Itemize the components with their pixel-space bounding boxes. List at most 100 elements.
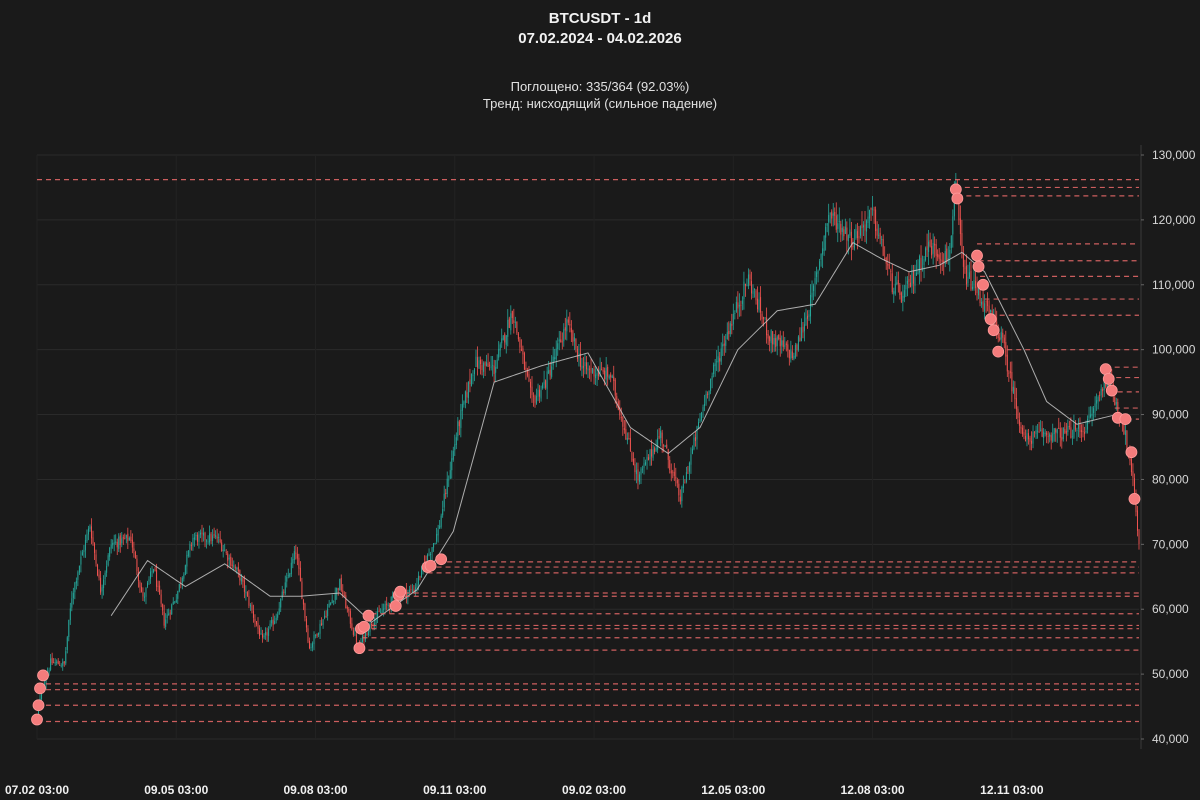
candle-body — [853, 240, 855, 249]
candle-body — [970, 271, 972, 290]
candle-body — [614, 379, 616, 396]
candle-body — [448, 479, 450, 481]
candle-body — [66, 637, 68, 650]
candle-body — [115, 541, 117, 543]
candle-body — [604, 370, 606, 380]
candle-body — [968, 272, 970, 278]
candle-body — [481, 365, 483, 371]
candle-body — [178, 583, 180, 592]
candle-body — [915, 272, 917, 276]
candle-body — [959, 218, 961, 235]
candle-body — [832, 213, 834, 216]
candle-body — [1009, 371, 1011, 373]
candle-body — [121, 538, 123, 544]
candle-body — [806, 315, 808, 319]
candle-body — [1017, 408, 1019, 419]
candle-body — [45, 678, 47, 685]
candle-body — [522, 348, 524, 355]
candle-body — [652, 449, 654, 458]
candle-body — [513, 320, 515, 323]
candle-body — [83, 550, 85, 553]
candle-body — [372, 624, 374, 625]
candle-body — [940, 259, 942, 261]
candle-body — [392, 595, 394, 598]
candle-body — [678, 483, 680, 496]
candle-body — [168, 613, 170, 616]
candle-body — [1014, 387, 1016, 400]
candle-body — [451, 458, 453, 471]
candle-body — [649, 449, 651, 460]
candle-body — [713, 364, 715, 374]
candle-body — [567, 319, 569, 323]
candle-body — [516, 321, 518, 333]
pivot-marker — [1119, 413, 1132, 425]
candle-body — [863, 225, 864, 228]
candle-body — [196, 534, 198, 542]
candle-body — [555, 348, 557, 360]
candle-body — [119, 535, 121, 545]
candle-body — [1079, 422, 1081, 433]
grid-lines — [36, 154, 1139, 740]
candle-body — [775, 338, 777, 347]
candle-body — [540, 390, 542, 399]
candle-body — [593, 369, 595, 377]
candle-body — [613, 376, 615, 381]
candle-body — [820, 253, 822, 260]
candle-body — [128, 538, 130, 540]
candle-body — [601, 369, 603, 371]
candle-body — [162, 603, 164, 611]
pivot-markers — [31, 183, 1141, 726]
candle-body — [125, 534, 127, 538]
candle-body — [419, 576, 421, 578]
candle-body — [572, 330, 574, 343]
candle-body — [770, 330, 772, 344]
candle-body — [136, 558, 138, 572]
candle-body — [629, 438, 631, 452]
candle-body — [793, 355, 795, 360]
candle-body — [679, 496, 681, 502]
candle-body — [142, 591, 144, 597]
candle-body — [127, 533, 129, 542]
candle-body — [133, 548, 135, 552]
candle-body — [130, 536, 132, 541]
candle-body — [1011, 371, 1013, 392]
pivot-marker — [34, 682, 46, 695]
candle-body — [628, 438, 630, 440]
candle-body — [623, 427, 625, 431]
candle-body — [549, 369, 551, 376]
candle-body — [233, 565, 235, 567]
moving-average — [110, 241, 1132, 623]
candle-body — [1024, 435, 1026, 442]
candle-body — [813, 285, 815, 292]
candle-body — [596, 372, 598, 376]
candle-body — [433, 542, 435, 548]
candle-body — [467, 381, 469, 398]
candle-body — [204, 532, 206, 541]
candle-body — [884, 258, 886, 260]
candle-body — [1056, 429, 1058, 434]
candle-body — [86, 534, 88, 542]
candle-body — [1003, 337, 1005, 344]
candle-body — [1133, 478, 1135, 495]
candle-body — [466, 392, 468, 398]
candle-body — [693, 437, 695, 450]
candle-body — [290, 562, 292, 575]
candle-body — [526, 369, 528, 376]
candle-body — [637, 469, 639, 481]
candle-body — [289, 573, 291, 577]
candle-body — [38, 708, 40, 719]
candle-body — [552, 356, 554, 366]
candle-body — [825, 226, 827, 238]
y-axis: 40,000 50,000 60,000 70,000 80,000 90,000 100,… — [1140, 145, 1196, 749]
candle-body — [888, 264, 890, 269]
candle-body — [193, 537, 195, 540]
level-lines — [37, 179, 1139, 723]
candle-body — [298, 557, 300, 569]
candle-body — [875, 209, 877, 232]
candle-body — [867, 216, 869, 223]
candle-body — [499, 344, 501, 351]
candle-body — [75, 580, 77, 584]
candle-body — [255, 621, 257, 625]
candle-body — [622, 417, 624, 427]
